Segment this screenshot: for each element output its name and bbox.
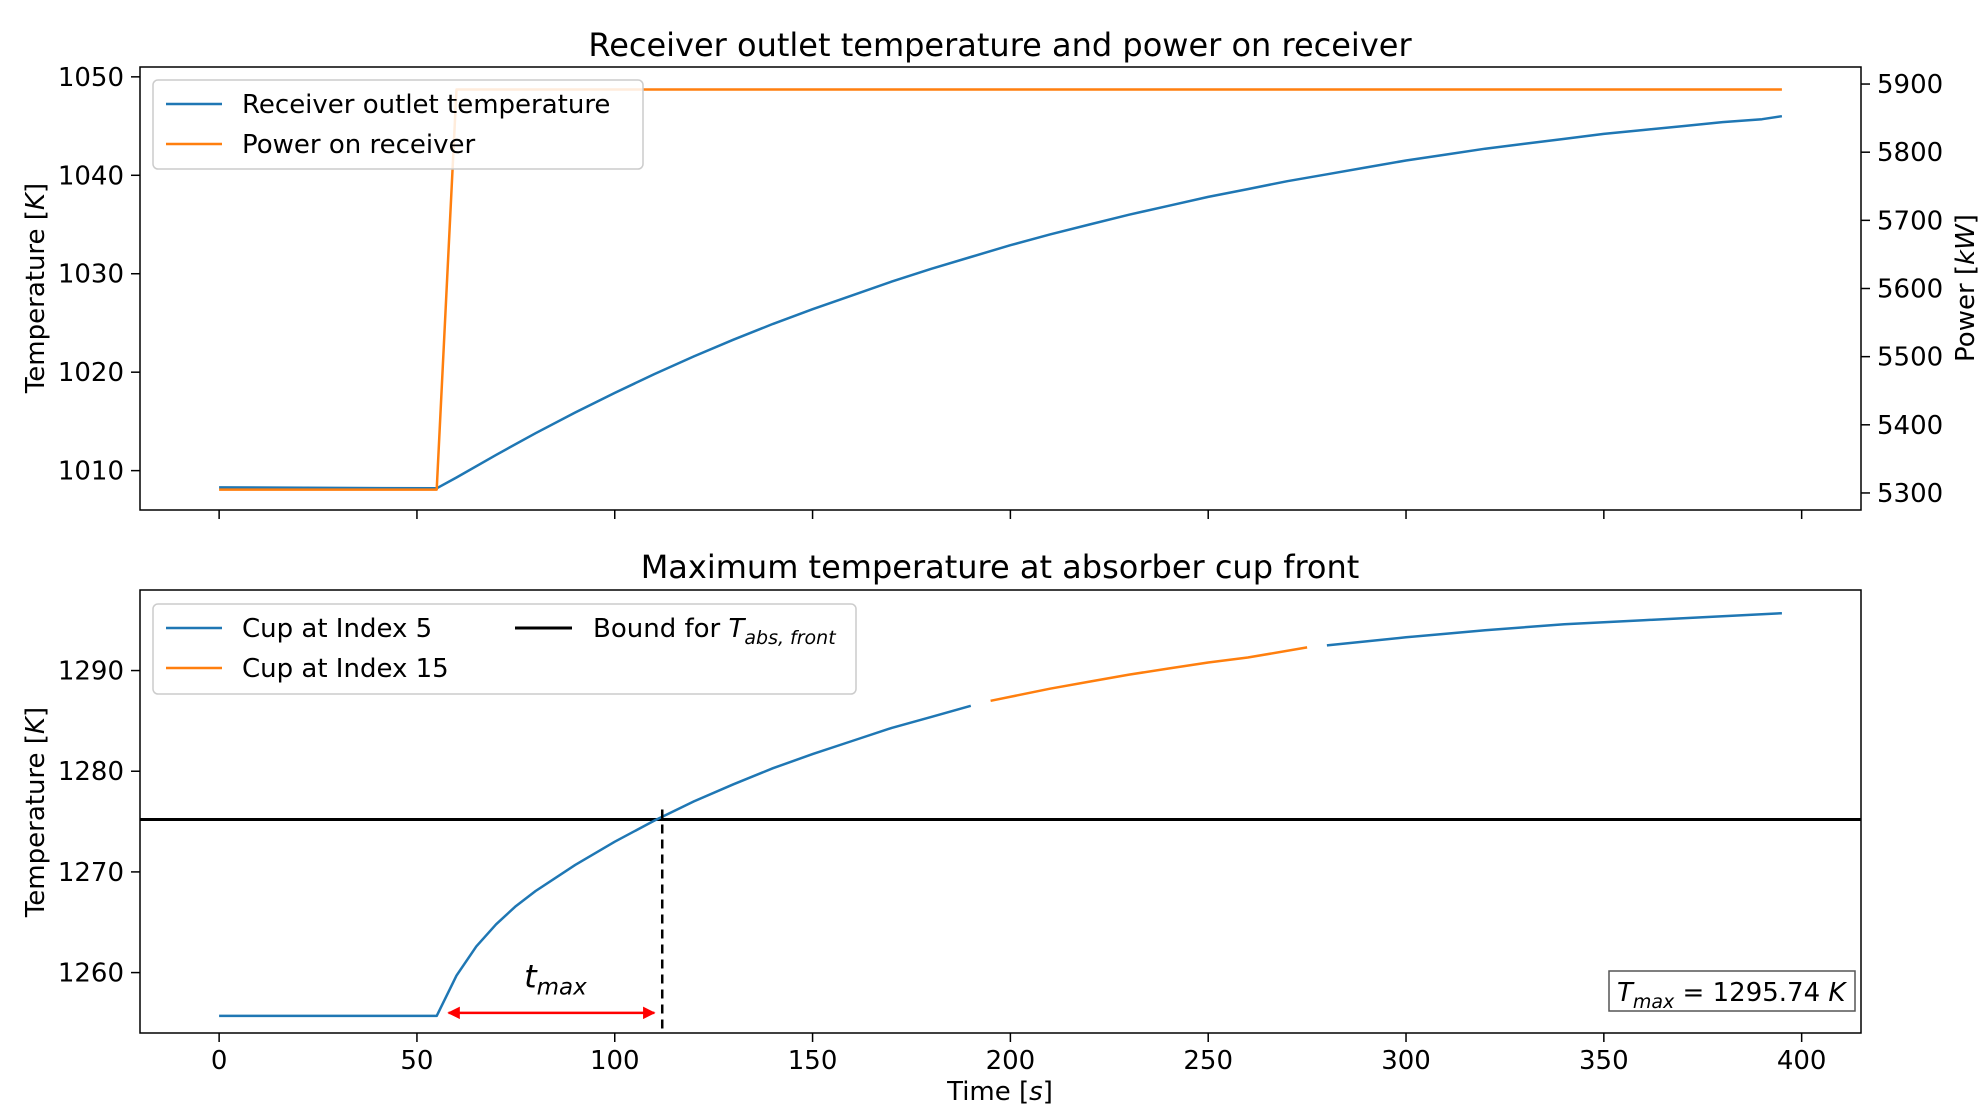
tmax-value-symbol: T <box>1617 978 1635 1008</box>
top-plot-area: 1010 1020 1030 1040 1050 5300 5400 5500 5600 5700… <box>58 63 1943 519</box>
top-left-tick-label: 1010 <box>58 457 124 487</box>
top-legend-box <box>152 79 644 170</box>
series-line-cup-index-15-segment-1 <box>990 646 1308 703</box>
bottom-left-axis-label: Temperature [K] <box>21 707 51 918</box>
x-tick-label: 150 <box>788 1046 838 1076</box>
bottom-y-tick-label: 1260 <box>58 959 124 989</box>
top-left-tick-label: 1030 <box>58 260 124 290</box>
x-tick-label: 300 <box>1381 1046 1431 1076</box>
top-left-tick-label: 1040 <box>58 161 124 191</box>
legend-label-power-on-receiver: Power on receiver <box>242 130 476 160</box>
x-tick-label: 200 <box>986 1046 1036 1076</box>
x-tick-label: 350 <box>1579 1046 1629 1076</box>
series-line-receiver-outlet-temperature <box>219 114 1783 490</box>
top-right-axis-label: Power [kW] <box>1951 214 1981 362</box>
top-legend: Receiver outlet temperature Power on rec… <box>152 79 644 170</box>
x-tick-label: 400 <box>1777 1046 1827 1076</box>
top-right-tick-label: 5800 <box>1877 138 1943 168</box>
x-axis-label: Time [s] <box>946 1077 1053 1107</box>
bottom-plot-area: 1260 1270 1280 1290 0 50 100 150 200 250 300 350 400… <box>58 611 1861 1076</box>
tmax-value-text: Tmax = 1295.74 K <box>1617 978 1847 1013</box>
top-chart-title: Receiver outlet temperature and power on… <box>588 26 1412 64</box>
tmax-value-subscript: max <box>1633 991 1675 1013</box>
top-right-tick-label: 5400 <box>1877 411 1943 441</box>
top-right-axis-unit: kW <box>1951 223 1981 265</box>
x-tick-label: 250 <box>1183 1046 1233 1076</box>
bottom-y-tick-label: 1290 <box>58 657 124 687</box>
bottom-y-tick-label: 1280 <box>58 757 124 787</box>
top-right-tick-label: 5300 <box>1877 479 1943 509</box>
bottom-legend: Cup at Index 5 Cup at Index 15 Bound for… <box>152 603 857 695</box>
legend-label-cup-index-15: Cup at Index 15 <box>242 654 449 684</box>
top-right-tick-label: 5900 <box>1877 70 1943 100</box>
tmax-label-sub: max <box>537 975 587 1001</box>
top-left-tick-label: 1020 <box>58 358 124 388</box>
top-right-tick-label: 5500 <box>1877 343 1943 373</box>
bottom-chart-title: Maximum temperature at absorber cup fron… <box>641 548 1360 586</box>
tmax-value-number: = 1295.74 <box>1674 978 1828 1008</box>
top-left-axis-unit: K <box>21 191 51 210</box>
bottom-left-axis-unit: K <box>21 715 51 734</box>
tmax-value-box <box>1608 970 1856 1012</box>
legend-label-cup-index-5: Cup at Index 5 <box>242 614 432 644</box>
top-plot-frame <box>139 66 1862 511</box>
x-tick-label: 50 <box>400 1046 433 1076</box>
top-left-axis-label: Temperature [K] <box>21 183 51 394</box>
series-line-cup-index-5-segment-2 <box>1326 611 1782 647</box>
top-left-tick-label: 1050 <box>58 63 124 93</box>
top-right-tick-label: 5600 <box>1877 275 1943 305</box>
bottom-plot-frame <box>139 589 1862 1034</box>
bottom-legend-box <box>152 603 857 695</box>
x-tick-label: 0 <box>211 1046 228 1076</box>
bottom-panel: Maximum temperature at absorber cup fron… <box>21 548 1862 1107</box>
tmax-label-main: t <box>524 958 538 996</box>
series-line-power-on-receiver <box>219 88 1782 491</box>
tmax-label: tmax <box>524 958 587 1001</box>
legend-label-receiver-outlet-temperature: Receiver outlet temperature <box>242 90 610 120</box>
series-line-cup-index-5-segment-1 <box>219 704 972 1018</box>
x-tick-label: 100 <box>590 1046 640 1076</box>
x-axis-unit: s <box>1029 1077 1043 1107</box>
top-right-tick-label: 5700 <box>1877 206 1943 236</box>
top-panel: Receiver outlet temperature and power on… <box>21 26 1981 519</box>
tmax-value-unit: K <box>1828 978 1847 1008</box>
bottom-y-tick-label: 1270 <box>58 858 124 888</box>
